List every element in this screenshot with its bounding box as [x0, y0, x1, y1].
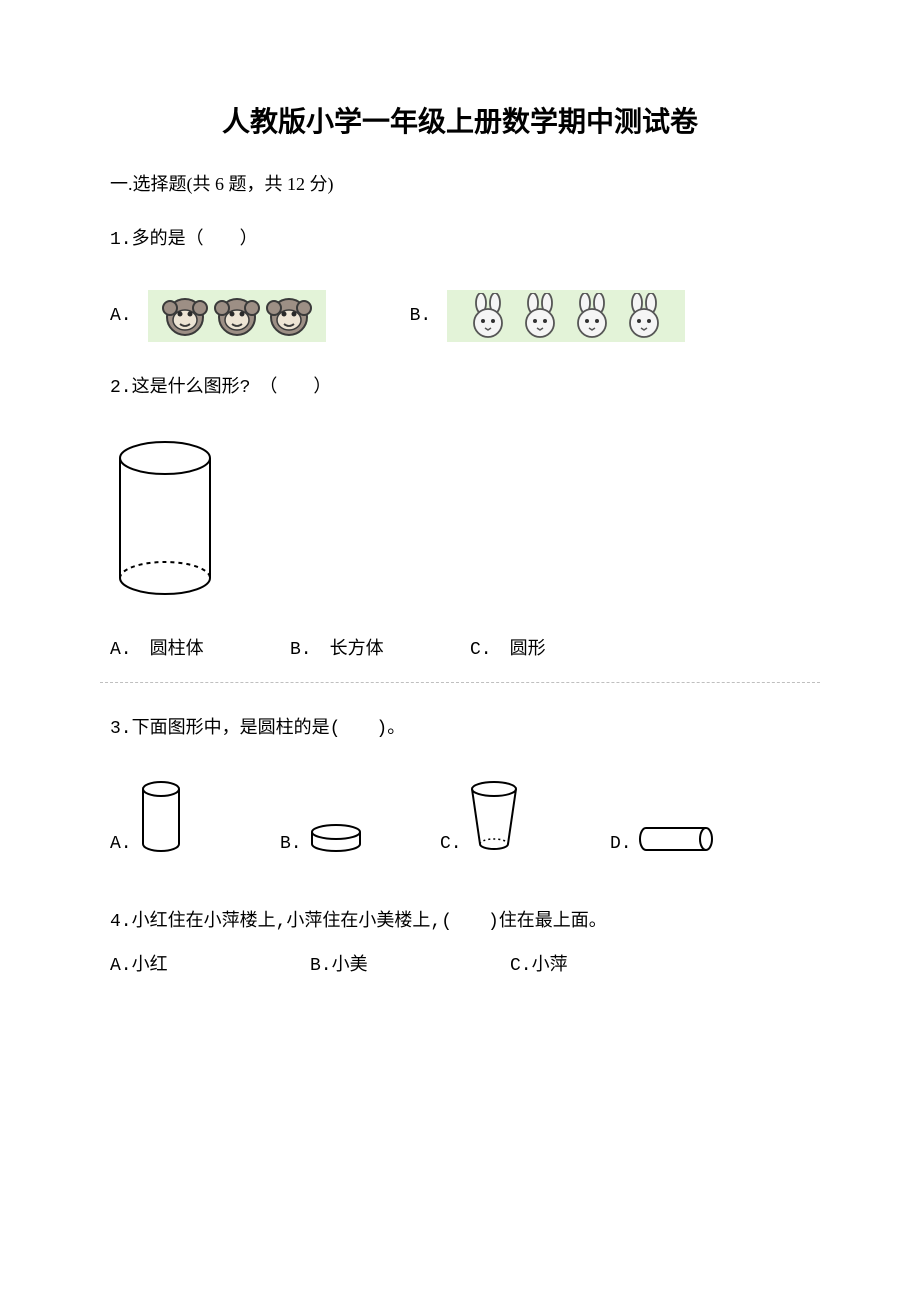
- section-1-header: 一.选择题(共 6 题，共 12 分): [110, 170, 810, 196]
- monkey-icon: [162, 294, 208, 338]
- q3-opt-b: B.: [280, 822, 430, 854]
- q2-stem: 2.这是什么图形? （ ）: [110, 372, 810, 398]
- rabbit-icon: [517, 293, 563, 339]
- q1-opt-b-label: B.: [410, 306, 432, 326]
- rabbit-icon: [621, 293, 667, 339]
- q1-options: A.: [110, 290, 810, 342]
- q4-opt-c: C.小萍: [510, 950, 710, 976]
- q3-opt-c-label: C.: [440, 834, 462, 854]
- q3-opt-d: D.: [610, 824, 716, 854]
- q3-opt-d-label: D.: [610, 834, 632, 854]
- exam-page: 人教版小学一年级上册数学期中测试卷 一.选择题(共 6 题，共 12 分) 1.…: [0, 0, 920, 1058]
- q4-stem: 4.小红住在小萍楼上,小萍住在小美楼上,( )住在最上面。: [110, 906, 810, 932]
- horizontal-cylinder-icon: [636, 824, 716, 854]
- question-1: 1.多的是（ ） A.: [110, 224, 810, 342]
- flat-cylinder-icon: [306, 822, 366, 854]
- q3-options: A. B. C.: [110, 779, 810, 854]
- q2-opt-b: B. 长方体: [290, 634, 470, 660]
- q2-opt-a: A. 圆柱体: [110, 634, 290, 660]
- q3-opt-c: C.: [440, 779, 600, 854]
- q3-opt-b-label: B.: [280, 834, 302, 854]
- monkey-icon: [214, 294, 260, 338]
- tall-cylinder-icon: [136, 779, 186, 854]
- q1-stem: 1.多的是（ ）: [110, 224, 810, 250]
- q2-shape: [110, 438, 810, 604]
- exam-title: 人教版小学一年级上册数学期中测试卷: [110, 100, 810, 140]
- question-2: 2.这是什么图形? （ ） A. 圆柱体 B. 长方体 C. 圆形: [110, 372, 810, 660]
- rabbit-icon: [569, 293, 615, 339]
- monkey-icon: [266, 294, 312, 338]
- cylinder-icon: [110, 438, 220, 598]
- q1-image-b: [447, 290, 685, 342]
- q2-options: A. 圆柱体 B. 长方体 C. 圆形: [110, 634, 810, 660]
- q3-opt-a-label: A.: [110, 834, 132, 854]
- q4-opt-a: A.小红: [110, 950, 310, 976]
- divider: [100, 682, 820, 683]
- q1-opt-a-label: A.: [110, 306, 132, 326]
- question-3: 3.下面图形中，是圆柱的是( )。 A. B.: [110, 713, 810, 854]
- rabbit-icon: [465, 293, 511, 339]
- question-4: 4.小红住在小萍楼上,小萍住在小美楼上,( )住在最上面。 A.小红 B.小美 …: [110, 906, 810, 976]
- q1-image-a: [148, 290, 326, 342]
- q2-opt-c: C. 圆形: [470, 634, 650, 660]
- q3-opt-a: A.: [110, 779, 270, 854]
- q4-options: A.小红 B.小美 C.小萍: [110, 950, 810, 976]
- q4-opt-b: B.小美: [310, 950, 510, 976]
- cup-icon: [466, 779, 522, 854]
- q3-stem: 3.下面图形中，是圆柱的是( )。: [110, 713, 810, 739]
